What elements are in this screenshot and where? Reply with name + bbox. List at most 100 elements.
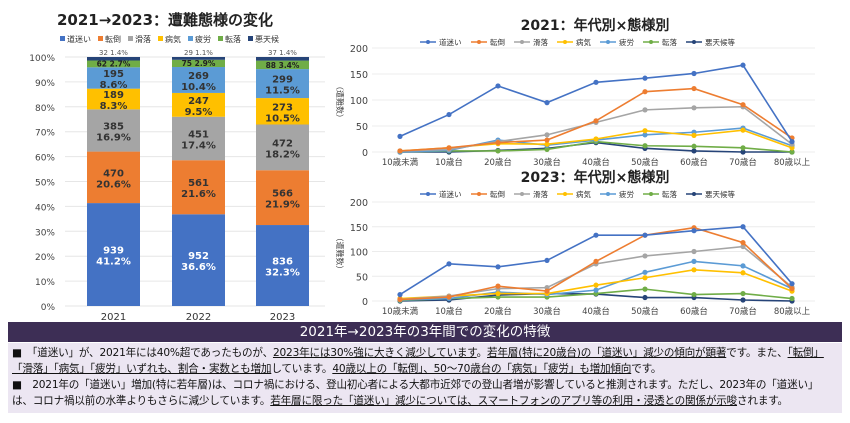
data-point [593, 79, 599, 85]
data-label: 62 2.7% [97, 59, 131, 68]
data-label: 195 [103, 69, 124, 80]
data-point [691, 148, 697, 154]
data-point [740, 102, 746, 108]
data-point [642, 143, 648, 149]
y-tick-label: 90% [35, 79, 55, 89]
data-point [691, 143, 697, 149]
legend-label: 疲労 [619, 189, 634, 199]
data-label: 88 3.4% [266, 61, 300, 70]
legend-marker [520, 40, 524, 44]
legend-marker [477, 192, 481, 196]
data-label: 273 [272, 102, 293, 113]
data-label: 939 [103, 246, 124, 257]
data-label: 566 [272, 189, 293, 200]
y-tick-label: 70% [35, 129, 55, 139]
note-text: です。また、 [726, 347, 788, 359]
data-label: 189 [103, 90, 124, 101]
bar-segment [87, 203, 140, 306]
data-point [642, 269, 648, 275]
note-text: です。 [631, 363, 662, 375]
x-tick-label: 60歳台 [680, 306, 708, 317]
data-label: 18.2% [265, 149, 300, 160]
summary-notes: ■ 「道迷い」が、2021年には40%超であったものが、2023年には30%強に… [8, 343, 842, 413]
data-point [740, 239, 746, 246]
x-tick-label: 40歳台 [582, 157, 610, 168]
data-point [740, 224, 746, 230]
y-tick-label: 150 [350, 223, 368, 234]
legend-marker [649, 192, 653, 196]
data-point [495, 290, 501, 297]
data-label: 11.5% [265, 86, 300, 97]
data-point [642, 89, 648, 95]
x-tick-label: 20歳台 [484, 306, 512, 317]
data-point [642, 286, 648, 292]
data-point [740, 243, 746, 250]
x-tick-label: 50歳台 [631, 306, 659, 317]
legend-marker [606, 40, 610, 44]
y-tick-label: 50% [35, 179, 55, 189]
data-point [544, 100, 550, 106]
data-point [397, 296, 403, 303]
x-tick-label: 10歳未満 [382, 157, 419, 168]
data-point [740, 290, 746, 297]
legend-marker [426, 192, 430, 196]
note-text: 若年層(特に20歳台)の「道迷い」減少の傾向が顕著 [487, 347, 727, 359]
summary-banner: 2021年→2023年の3年間での変化の特徴 [8, 322, 842, 342]
data-point [642, 107, 648, 113]
chart-title: 2023：年代別×態様別 [521, 169, 670, 186]
y-tick-label: 200 [350, 44, 368, 55]
y-tick-label: 50 [356, 272, 368, 283]
data-label: 472 [272, 138, 293, 149]
bar-segment [256, 69, 309, 99]
y-axis-label: （遭難数） [335, 234, 345, 274]
x-tick-label: 10歳台 [435, 157, 463, 168]
bar-segment [172, 214, 225, 306]
legend-marker [563, 192, 567, 196]
data-point [642, 128, 648, 134]
note-text: ■ 「道迷い」が、2021年には40%超であったものが、 [12, 347, 273, 359]
data-point [446, 111, 452, 118]
data-point [495, 264, 501, 270]
x-tick-label: 50歳台 [631, 157, 659, 168]
data-label: 29 1.1% [184, 49, 213, 57]
note-text: しています。 [271, 363, 333, 375]
legend-label: 病気 [576, 189, 591, 199]
x-tick-label: 2021 [101, 312, 126, 322]
data-point [544, 257, 550, 264]
note-paragraph: ■ 2021年の「道迷い」増加(特に若年層)は、コロナ禍における、登山初心者によ… [12, 377, 838, 409]
legend-label: 悪天候 [255, 35, 279, 44]
data-point [789, 295, 795, 302]
x-tick-label: 70歳台 [729, 157, 757, 168]
y-tick-label: 40% [35, 203, 55, 213]
data-point [642, 132, 648, 138]
bar-segment [87, 67, 140, 89]
legend-label: 転落 [662, 37, 677, 47]
bar-segment [172, 92, 225, 117]
legend-swatch [248, 36, 253, 41]
data-label: 20.6% [96, 179, 131, 190]
data-point [691, 132, 697, 138]
y-tick-label: 0 [362, 297, 368, 308]
bar-segment [256, 124, 309, 171]
x-tick-label: 40歳台 [582, 306, 610, 317]
data-point [691, 70, 697, 77]
legend-marker [563, 40, 567, 44]
data-point [642, 275, 648, 281]
data-point [691, 85, 697, 92]
data-label: 36.6% [181, 262, 216, 273]
data-point [495, 148, 501, 154]
x-tick-label: 2022 [186, 312, 211, 322]
bar-segment [172, 160, 225, 215]
legend-label: 道迷い [439, 37, 462, 47]
bar-segment [87, 88, 140, 110]
y-tick-label: 200 [350, 198, 368, 209]
data-point [740, 127, 746, 133]
data-point [691, 248, 697, 255]
data-point [397, 133, 403, 139]
x-tick-label: 10歳台 [435, 306, 463, 317]
note-text: 「転倒」「滑落」「病気」「疲労」いずれも、割合・実数とも増加 [12, 347, 824, 375]
data-label: 16.9% [96, 132, 131, 143]
data-label: 561 [188, 178, 209, 189]
data-label: 37 1.4% [268, 49, 297, 57]
data-point [593, 118, 599, 124]
